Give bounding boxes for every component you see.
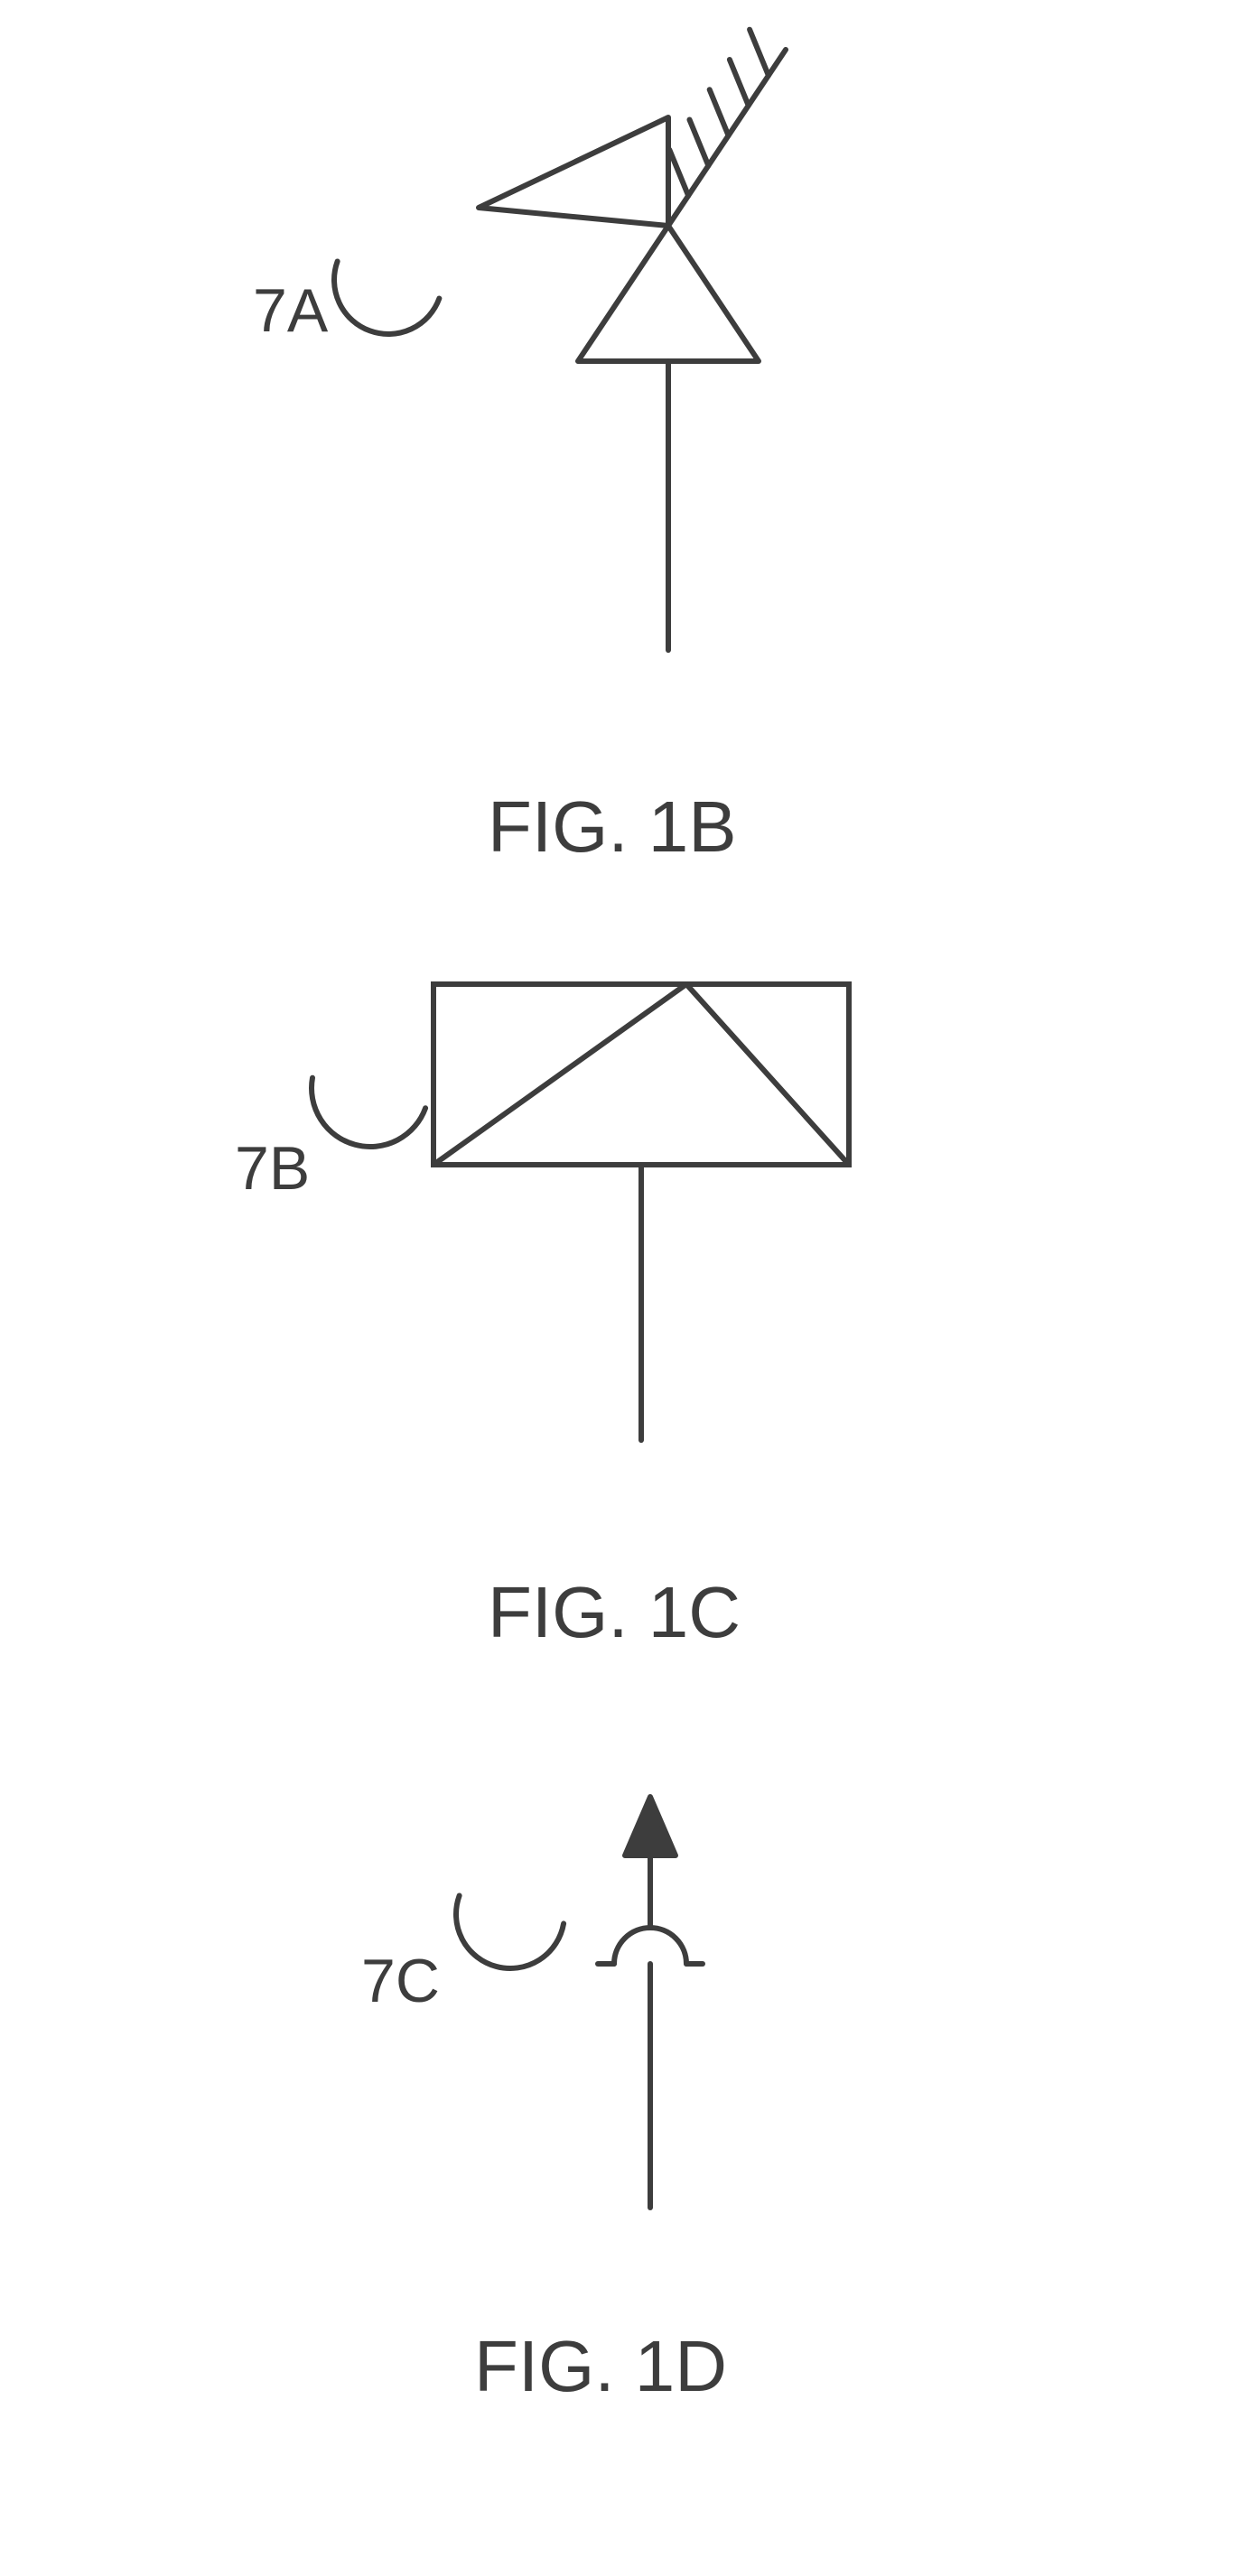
page-canvas: 7A FIG. 1B 7B FIG. 1C 7C FIG. 1D: [0, 0, 1249, 2576]
fig-1c-ref-label: 7B: [235, 1133, 310, 1204]
fig-1b-ref-label: 7A: [253, 275, 328, 346]
fig-1b-drawing: [0, 0, 1249, 885]
fig-1c-caption: FIG. 1C: [488, 1571, 741, 1654]
fig-1b-caption: FIG. 1B: [488, 786, 737, 869]
fig-1d-ref-label: 7C: [361, 1946, 440, 2016]
fig-1d-drawing: [0, 1697, 1249, 2576]
fig-1d-caption: FIG. 1D: [474, 2325, 727, 2408]
